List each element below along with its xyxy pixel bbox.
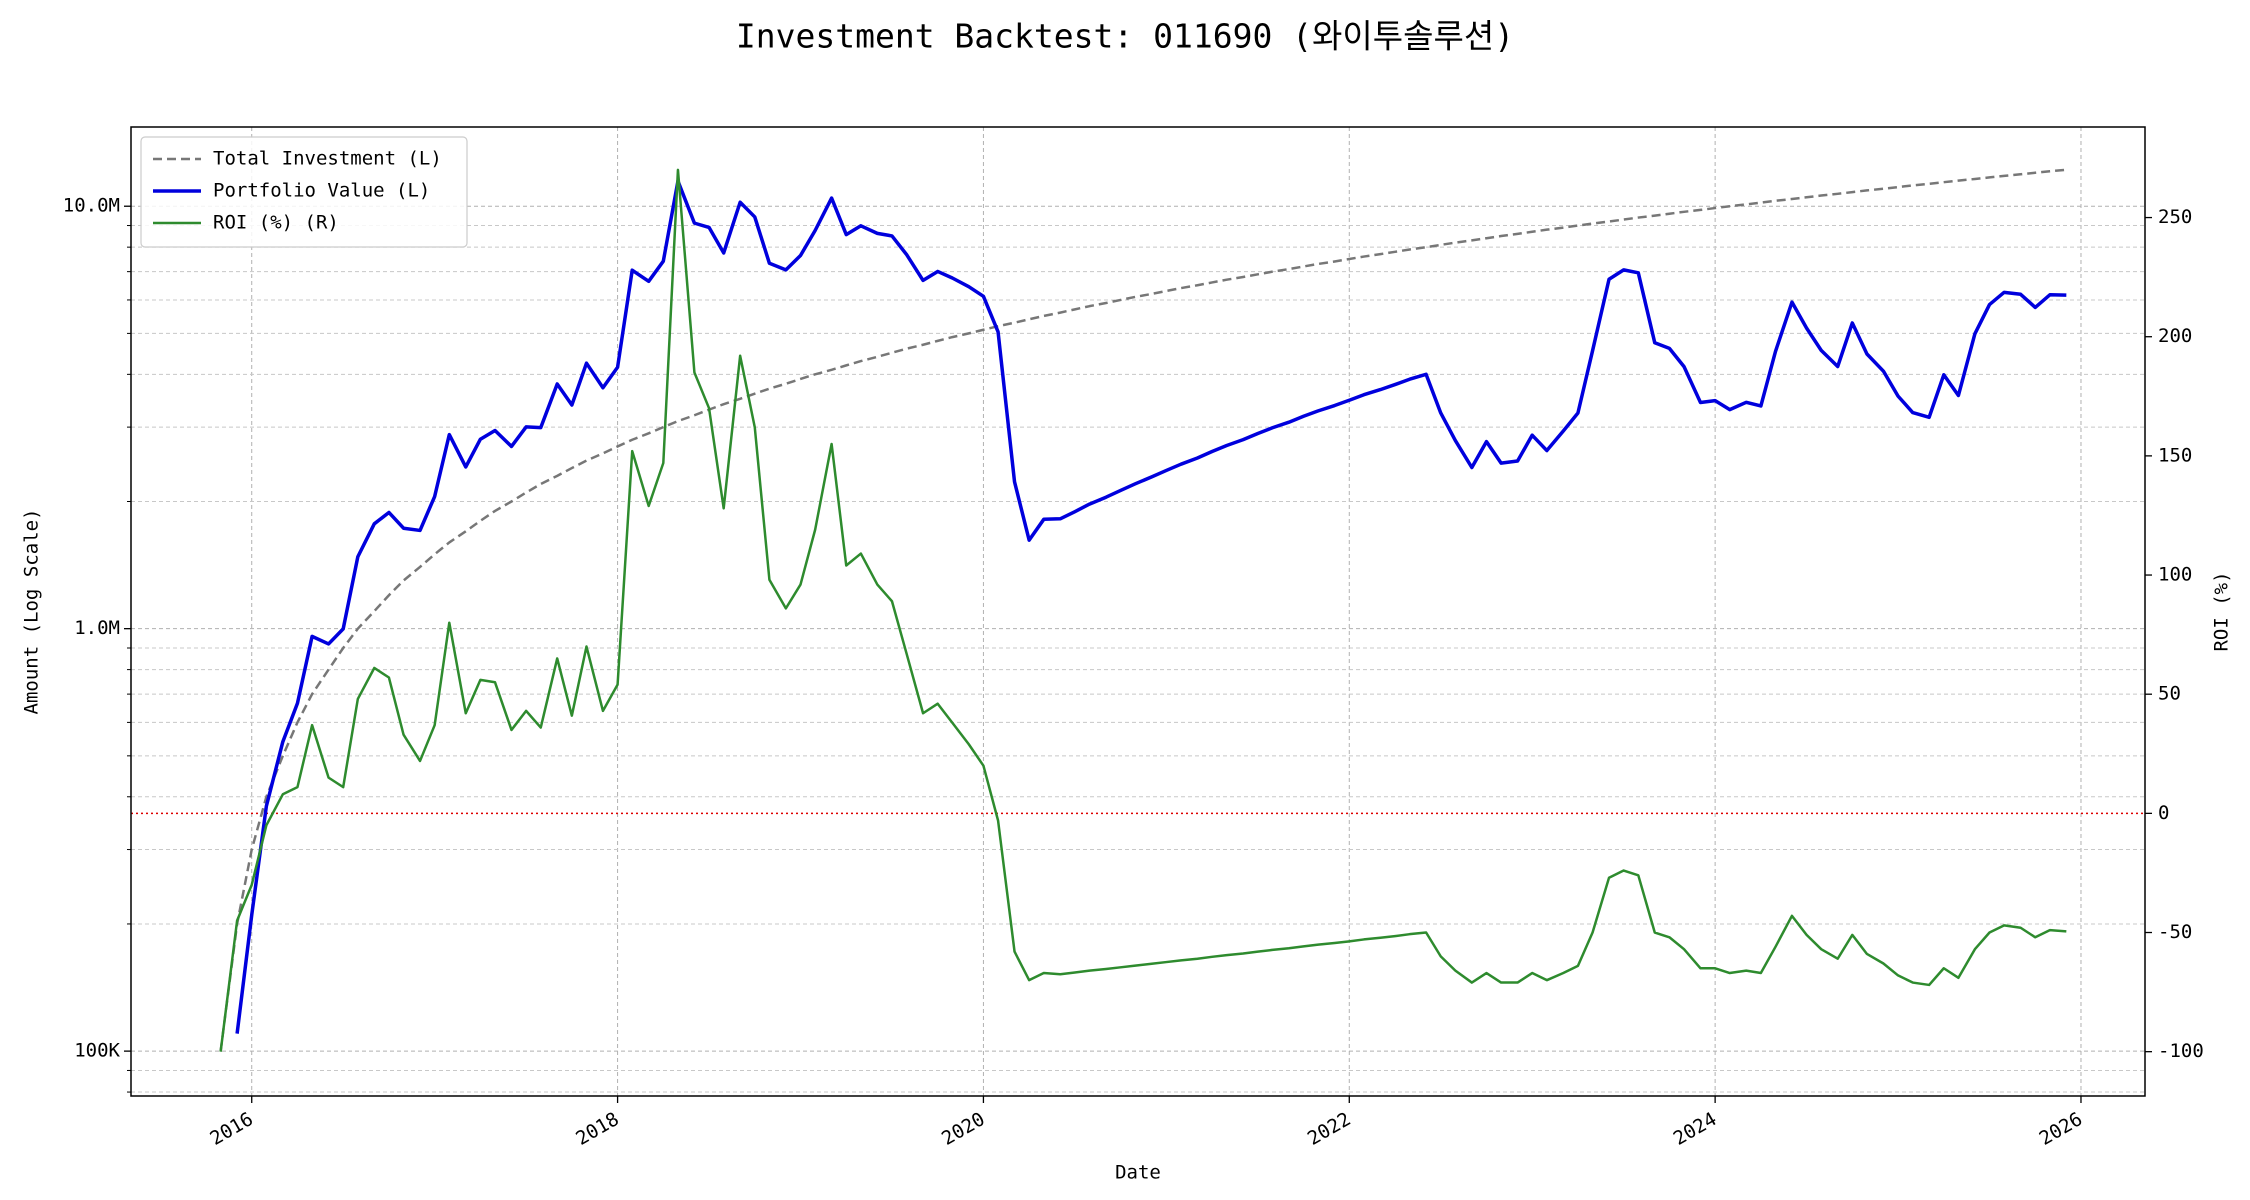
y2-axis-label: ROI (%) [2211, 571, 2233, 651]
series-line [235, 179, 2067, 1034]
y-tick-label: 100K [74, 1040, 120, 1062]
series-line [219, 168, 2067, 1052]
y-tick-label: 10.0M [63, 195, 120, 217]
legend-box [140, 136, 468, 248]
y2-tick-label: 250 [2158, 206, 2192, 228]
y2-tick-label: -50 [2158, 921, 2192, 943]
y2-tick-label: 200 [2158, 325, 2192, 347]
legend-label: Total Investment (L) [213, 148, 442, 170]
y2-tick-label: 150 [2158, 444, 2192, 466]
y2-tick-label: 50 [2158, 683, 2181, 705]
y2-tick-label: -100 [2158, 1040, 2204, 1062]
chart-title: Investment Backtest: 011690 (와이투솔루션) [736, 17, 1514, 56]
y-tick-label: 1.0M [74, 617, 120, 639]
series-line [219, 168, 2067, 1052]
plot-frame [130, 126, 2146, 1097]
y-axis-label: Amount (Log Scale) [21, 509, 43, 715]
x-axis-label: Date [1115, 1162, 1161, 1184]
legend-label: ROI (%) (R) [213, 212, 339, 234]
y2-tick-label: 100 [2158, 564, 2192, 586]
y2-tick-label: 0 [2158, 802, 2169, 824]
legend-label: Portfolio Value (L) [213, 180, 430, 202]
